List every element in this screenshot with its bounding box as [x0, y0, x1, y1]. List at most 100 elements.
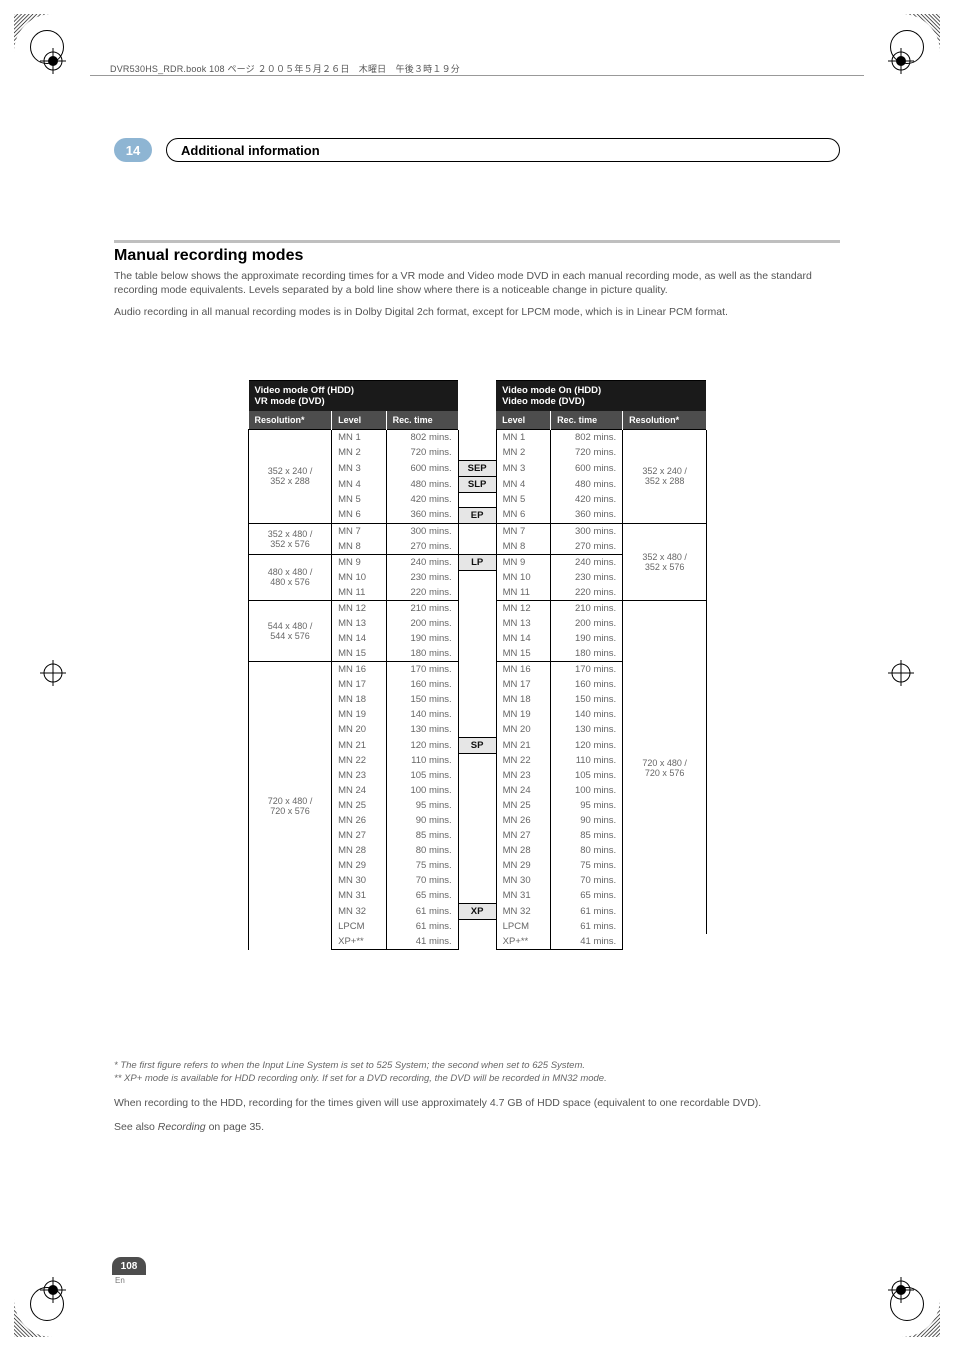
- time-left: 75 mins.: [386, 858, 458, 873]
- section-para-2: Audio recording in all manual recording …: [114, 305, 840, 319]
- level-right: MN 24: [496, 783, 550, 798]
- level-right: MN 27: [496, 828, 550, 843]
- running-header: DVR530HS_RDR.book 108 ページ ２００５年５月２６日 木曜日…: [110, 62, 460, 75]
- level-right: MN 10: [496, 570, 550, 585]
- mode-equiv: SP: [458, 737, 496, 753]
- mode-equiv: [458, 813, 496, 828]
- th-time-l: Rec. time: [386, 411, 458, 430]
- level-left: XP+**: [332, 934, 386, 950]
- footnote-4: See also Recording on page 35.: [114, 1120, 840, 1134]
- level-right: MN 7: [496, 523, 550, 539]
- level-left: MN 30: [332, 873, 386, 888]
- time-right: 480 mins.: [551, 476, 623, 492]
- th-time-r: Rec. time: [551, 411, 623, 430]
- time-right: 802 mins.: [551, 430, 623, 446]
- mode-equiv: [458, 919, 496, 934]
- level-left: MN 10: [332, 570, 386, 585]
- level-right: MN 30: [496, 873, 550, 888]
- level-left: MN 7: [332, 523, 386, 539]
- time-left: 65 mins.: [386, 888, 458, 903]
- mode-equiv: [458, 888, 496, 903]
- level-left: MN 27: [332, 828, 386, 843]
- footnotes: * The first figure refers to when the In…: [114, 1060, 840, 1134]
- time-right: 210 mins.: [551, 601, 623, 617]
- time-right: 85 mins.: [551, 828, 623, 843]
- time-left: 480 mins.: [386, 476, 458, 492]
- th-res-r: Resolution*: [623, 411, 707, 430]
- time-left: 41 mins.: [386, 934, 458, 950]
- time-right: 120 mins.: [551, 737, 623, 753]
- time-left: 61 mins.: [386, 919, 458, 934]
- th-level-l: Level: [332, 411, 386, 430]
- reg-mark-mid-left: [40, 660, 66, 686]
- chapter-tab: 14 Additional information: [114, 138, 840, 162]
- level-left: MN 9: [332, 554, 386, 570]
- mode-equiv: [458, 798, 496, 813]
- res-left: 352 x 480 / 352 x 576: [249, 523, 332, 554]
- level-left: MN 31: [332, 888, 386, 903]
- level-left: MN 22: [332, 753, 386, 768]
- time-left: 170 mins.: [386, 662, 458, 678]
- th-left-group: Video mode Off (HDD) VR mode (DVD): [249, 381, 459, 412]
- level-left: MN 14: [332, 631, 386, 646]
- level-left: MN 29: [332, 858, 386, 873]
- time-left: 150 mins.: [386, 692, 458, 707]
- time-right: 600 mins.: [551, 460, 623, 476]
- mode-equiv: [458, 601, 496, 617]
- level-left: MN 25: [332, 798, 386, 813]
- level-left: MN 26: [332, 813, 386, 828]
- mode-equiv: SLP: [458, 476, 496, 492]
- level-right: XP+**: [496, 934, 550, 950]
- time-left: 90 mins.: [386, 813, 458, 828]
- level-left: MN 24: [332, 783, 386, 798]
- res-right: 352 x 480 / 352 x 576: [623, 523, 707, 601]
- mode-equiv: [458, 753, 496, 768]
- section: Manual recording modes The table below s…: [114, 240, 840, 328]
- res-right: 352 x 240 / 352 x 288: [623, 430, 707, 524]
- mode-equiv: EP: [458, 507, 496, 523]
- level-right: MN 14: [496, 631, 550, 646]
- level-right: MN 23: [496, 768, 550, 783]
- level-left: MN 8: [332, 539, 386, 555]
- level-left: MN 17: [332, 677, 386, 692]
- page-lang: En: [115, 1276, 146, 1285]
- time-right: 420 mins.: [551, 492, 623, 507]
- time-right: 80 mins.: [551, 843, 623, 858]
- level-right: MN 5: [496, 492, 550, 507]
- level-left: MN 2: [332, 445, 386, 460]
- time-right: 360 mins.: [551, 507, 623, 523]
- time-left: 110 mins.: [386, 753, 458, 768]
- mode-equiv: [458, 430, 496, 446]
- level-left: MN 13: [332, 616, 386, 631]
- time-left: 95 mins.: [386, 798, 458, 813]
- mode-equiv: SEP: [458, 460, 496, 476]
- time-left: 300 mins.: [386, 523, 458, 539]
- time-right: 95 mins.: [551, 798, 623, 813]
- level-right: MN 6: [496, 507, 550, 523]
- time-left: 220 mins.: [386, 585, 458, 601]
- mode-equiv: [458, 570, 496, 585]
- res-left: 352 x 240 / 352 x 288: [249, 430, 332, 524]
- mode-equiv: [458, 662, 496, 678]
- res-left: 720 x 480 / 720 x 576: [249, 662, 332, 950]
- time-left: 802 mins.: [386, 430, 458, 446]
- time-right: 70 mins.: [551, 873, 623, 888]
- mode-equiv: [458, 539, 496, 555]
- time-right: 230 mins.: [551, 570, 623, 585]
- footnote-4i: Recording: [158, 1121, 206, 1133]
- mode-equiv: LP: [458, 554, 496, 570]
- footnote-2: ** XP+ mode is available for HDD recordi…: [114, 1073, 840, 1086]
- level-right: MN 18: [496, 692, 550, 707]
- mode-equiv: [458, 858, 496, 873]
- th-gap2: [458, 411, 496, 430]
- mode-equiv: [458, 934, 496, 950]
- time-left: 360 mins.: [386, 507, 458, 523]
- page-number-badge: 108: [112, 1257, 146, 1275]
- level-right: MN 16: [496, 662, 550, 678]
- mode-equiv: [458, 692, 496, 707]
- level-left: MN 4: [332, 476, 386, 492]
- level-left: MN 12: [332, 601, 386, 617]
- time-right: 100 mins.: [551, 783, 623, 798]
- time-left: 140 mins.: [386, 707, 458, 722]
- time-left: 420 mins.: [386, 492, 458, 507]
